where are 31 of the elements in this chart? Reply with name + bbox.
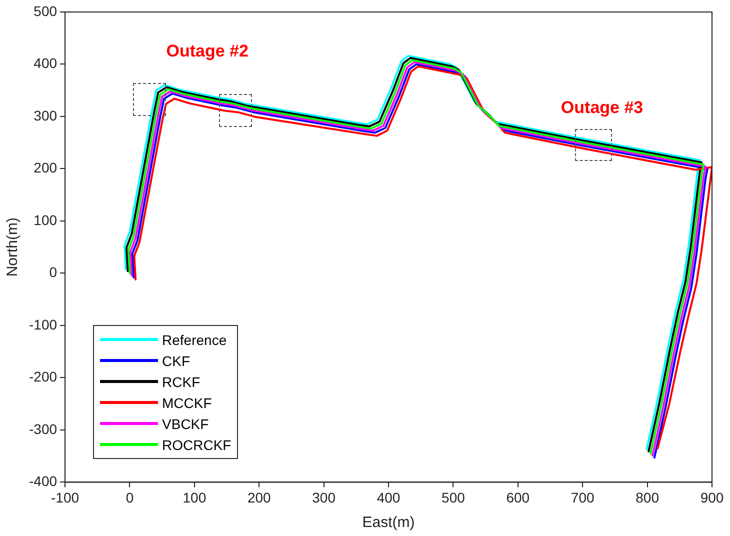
legend-label: MCCKF bbox=[162, 394, 212, 411]
x-tick-label: 300 bbox=[312, 489, 336, 506]
y-tick-label: -300 bbox=[28, 420, 58, 437]
legend-label: ROCRCKF bbox=[162, 436, 232, 453]
annotation: Outage #3 bbox=[560, 98, 644, 118]
x-tick-label: 700 bbox=[570, 489, 594, 506]
legend-label: Reference bbox=[162, 332, 227, 348]
y-tick-label: 500 bbox=[34, 2, 58, 19]
x-axis-title: East(m) bbox=[362, 514, 415, 532]
legend-label: CKF bbox=[162, 352, 190, 369]
legend-label: RCKF bbox=[162, 374, 200, 390]
y-tick-label: 300 bbox=[34, 107, 58, 124]
x-tick-label: 400 bbox=[376, 489, 400, 506]
x-tick-label: 600 bbox=[506, 489, 530, 506]
y-axis-title: North(m) bbox=[4, 218, 22, 277]
x-tick-label: 800 bbox=[636, 489, 660, 506]
x-tick-label: 900 bbox=[700, 489, 724, 506]
x-tick-label: 100 bbox=[182, 489, 206, 506]
y-tick-label: 100 bbox=[34, 212, 58, 228]
legend-label: VBCKF bbox=[162, 416, 209, 432]
y-tick-label: 200 bbox=[34, 160, 58, 176]
x-tick-label: -100 bbox=[51, 489, 80, 506]
x-tick-label: 500 bbox=[442, 489, 466, 506]
y-tick-label: -400 bbox=[28, 473, 58, 490]
x-tick-label: 200 bbox=[247, 489, 272, 506]
x-tick-label: 0 bbox=[126, 489, 134, 506]
y-tick-label: -100 bbox=[28, 316, 58, 332]
y-tick-label: 0 bbox=[49, 264, 58, 280]
annotation: Outage #2 bbox=[166, 42, 248, 61]
y-tick-label: -200 bbox=[28, 368, 58, 385]
y-tick-label: 400 bbox=[34, 55, 58, 72]
